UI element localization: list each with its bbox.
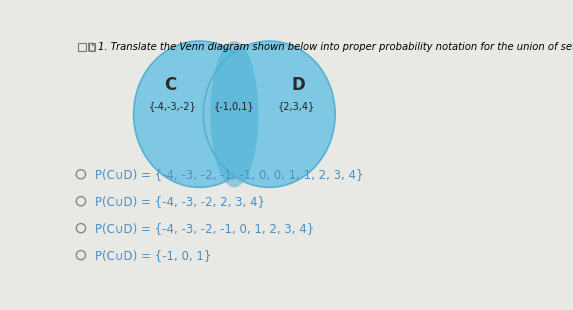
Text: 1. Translate the Venn diagram shown below into proper probability notation for t: 1. Translate the Venn diagram shown belo… [98, 42, 573, 52]
Text: C: C [164, 76, 176, 94]
Text: P(C∪D) = {-4, -3, -2, -1, -1, 0, 0, 1, 1, 2, 3, 4}: P(C∪D) = {-4, -3, -2, -1, -1, 0, 0, 1, 1… [95, 168, 363, 181]
Ellipse shape [210, 41, 258, 187]
Text: D: D [292, 76, 305, 94]
Text: {2,3,4}: {2,3,4} [278, 101, 315, 112]
Text: {-4,-3,-2}: {-4,-3,-2} [148, 101, 196, 112]
Text: P(C∪D) = {-4, -3, -2, 2, 3, 4}: P(C∪D) = {-4, -3, -2, 2, 3, 4} [95, 195, 265, 208]
Bar [89, 43, 95, 51]
Text: P(C∪D) = {-4, -3, -2, -1, 0, 1, 2, 3, 4}: P(C∪D) = {-4, -3, -2, -1, 0, 1, 2, 3, 4} [95, 222, 314, 235]
Text: P(C∪D) = {-1, 0, 1}: P(C∪D) = {-1, 0, 1} [95, 249, 211, 262]
Ellipse shape [134, 41, 265, 187]
Ellipse shape [203, 41, 335, 187]
Text: {-1,0,1}: {-1,0,1} [214, 101, 254, 112]
Bar [78, 43, 85, 51]
